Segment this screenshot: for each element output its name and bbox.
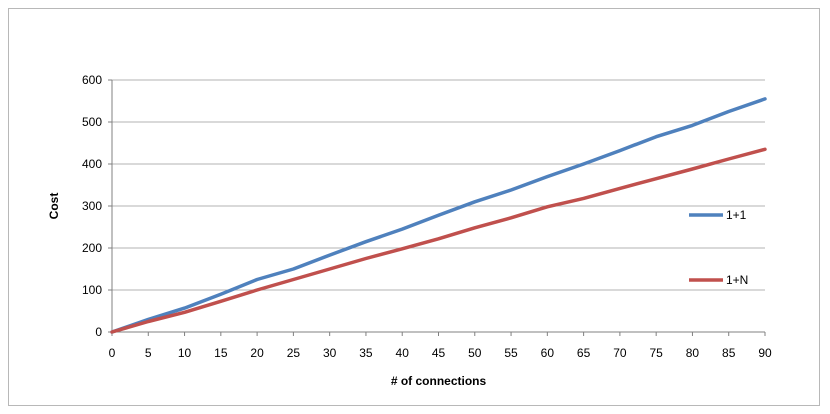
x-tick-label-0: 0 <box>109 346 116 360</box>
gridlines <box>112 79 765 291</box>
x-tick-label-17: 85 <box>722 346 736 360</box>
y-axis-title: Cost <box>47 193 61 220</box>
x-tick-labels: 0 5 10 15 20 25 30 35 40 45 50 55 60 65 70 75 80 85 90 <box>109 332 772 360</box>
series-lines <box>110 97 767 334</box>
y-tick-label-4: 400 <box>82 157 102 171</box>
x-tick-label-7: 35 <box>359 346 373 360</box>
x-tick-label-5: 25 <box>287 346 301 360</box>
x-axis-title: # of connections <box>391 374 487 388</box>
x-tick-label-16: 80 <box>686 346 700 360</box>
y-tick-labels: 0 100 200 300 400 500 600 <box>82 73 112 339</box>
series-line-1 <box>110 147 767 334</box>
legend-label-0: 1+1 <box>726 208 747 222</box>
y-tick-label-5: 500 <box>82 115 102 129</box>
x-tick-label-4: 20 <box>250 346 264 360</box>
x-tick-label-18: 90 <box>758 346 772 360</box>
x-tick-label-2: 10 <box>178 346 192 360</box>
x-tick-label-3: 15 <box>214 346 228 360</box>
x-tick-label-1: 5 <box>145 346 152 360</box>
x-tick-label-15: 75 <box>649 346 663 360</box>
legend-label-1: 1+N <box>726 273 748 287</box>
y-tick-label-1: 100 <box>82 283 102 297</box>
chart-frame <box>8 8 820 406</box>
y-tick-label-6: 600 <box>82 73 102 87</box>
y-tick-label-2: 200 <box>82 241 102 255</box>
x-tick-label-9: 45 <box>432 346 446 360</box>
y-tick-label-3: 300 <box>82 199 102 213</box>
x-tick-label-12: 60 <box>541 346 555 360</box>
y-tick-label-0: 0 <box>95 325 102 339</box>
x-tick-label-8: 40 <box>396 346 410 360</box>
x-tick-label-10: 50 <box>468 346 482 360</box>
legend: 1+1 1+N <box>689 208 748 287</box>
x-tick-label-6: 30 <box>323 346 337 360</box>
x-tick-label-14: 70 <box>613 346 627 360</box>
x-tick-label-13: 65 <box>577 346 591 360</box>
series-line-0 <box>110 97 767 334</box>
x-tick-label-11: 55 <box>504 346 518 360</box>
